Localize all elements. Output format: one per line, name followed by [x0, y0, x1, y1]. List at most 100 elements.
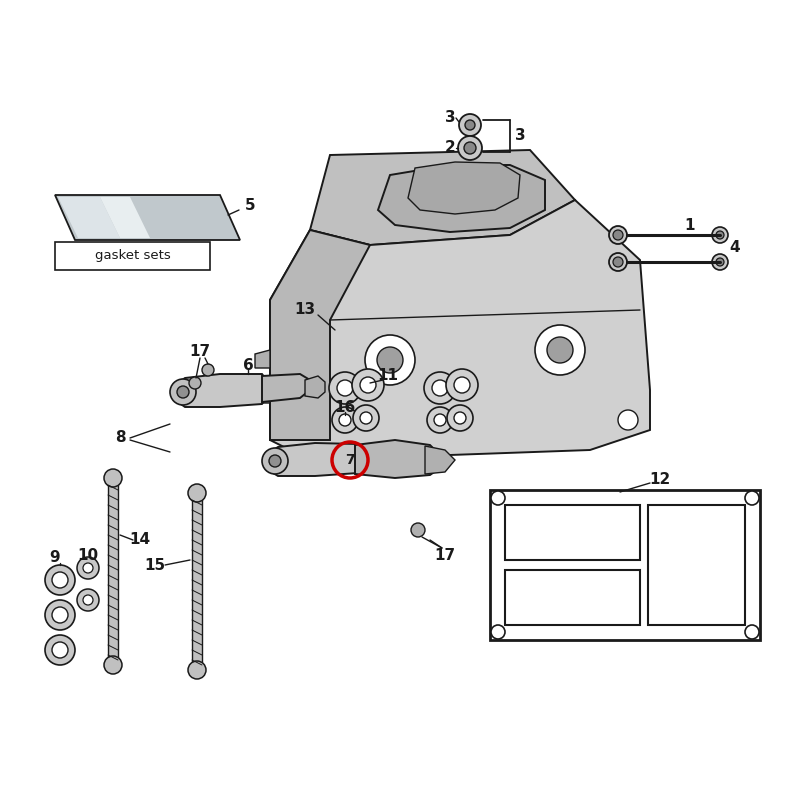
Polygon shape [100, 197, 150, 238]
Circle shape [104, 469, 122, 487]
Circle shape [411, 523, 425, 537]
Circle shape [45, 565, 75, 595]
Polygon shape [270, 230, 370, 440]
Text: 5: 5 [245, 198, 255, 213]
Circle shape [339, 414, 351, 426]
Circle shape [609, 226, 627, 244]
Text: 14: 14 [130, 533, 150, 547]
Circle shape [613, 257, 623, 267]
Circle shape [618, 410, 638, 430]
Polygon shape [108, 480, 118, 665]
Circle shape [535, 325, 585, 375]
Circle shape [716, 231, 724, 239]
Text: 6: 6 [242, 358, 254, 373]
Circle shape [547, 337, 573, 363]
Circle shape [45, 635, 75, 665]
Circle shape [177, 386, 189, 398]
Circle shape [52, 607, 68, 623]
Circle shape [352, 369, 384, 401]
Text: 8: 8 [114, 430, 126, 446]
Text: 2: 2 [445, 141, 455, 155]
Circle shape [377, 347, 403, 373]
Circle shape [329, 372, 361, 404]
Circle shape [52, 642, 68, 658]
Circle shape [83, 563, 93, 573]
Circle shape [454, 412, 466, 424]
Circle shape [77, 557, 99, 579]
Circle shape [337, 380, 353, 396]
Circle shape [447, 405, 473, 431]
Text: 17: 17 [190, 345, 210, 359]
Polygon shape [270, 200, 650, 460]
Polygon shape [265, 443, 368, 476]
Circle shape [332, 407, 358, 433]
Circle shape [454, 377, 470, 393]
Circle shape [427, 407, 453, 433]
Circle shape [609, 253, 627, 271]
Circle shape [188, 661, 206, 679]
Circle shape [432, 380, 448, 396]
Polygon shape [355, 440, 440, 478]
Circle shape [458, 136, 482, 160]
Circle shape [269, 455, 281, 467]
Circle shape [353, 405, 379, 431]
Circle shape [712, 227, 728, 243]
Polygon shape [262, 374, 310, 402]
Circle shape [45, 600, 75, 630]
Circle shape [202, 364, 214, 376]
Polygon shape [192, 495, 202, 670]
Circle shape [745, 625, 759, 639]
Circle shape [365, 335, 415, 385]
Circle shape [491, 625, 505, 639]
Polygon shape [505, 570, 640, 625]
Circle shape [170, 379, 196, 405]
Text: 10: 10 [78, 549, 98, 563]
Circle shape [83, 595, 93, 605]
Text: 13: 13 [294, 302, 315, 318]
Circle shape [360, 412, 372, 424]
Circle shape [189, 377, 201, 389]
Text: 11: 11 [378, 369, 398, 383]
Polygon shape [255, 385, 270, 403]
Circle shape [465, 120, 475, 130]
Circle shape [360, 377, 376, 393]
Circle shape [446, 369, 478, 401]
Polygon shape [378, 165, 545, 232]
Text: 3: 3 [514, 127, 526, 142]
Polygon shape [490, 490, 760, 640]
Text: 3: 3 [445, 110, 455, 126]
Circle shape [424, 372, 456, 404]
Polygon shape [310, 150, 575, 245]
Text: 12: 12 [650, 473, 670, 487]
Text: 4: 4 [730, 241, 740, 255]
Text: 15: 15 [145, 558, 166, 573]
Polygon shape [255, 350, 270, 368]
Circle shape [712, 254, 728, 270]
Circle shape [716, 258, 724, 266]
Polygon shape [505, 505, 640, 560]
Text: 7: 7 [345, 453, 355, 467]
Circle shape [464, 142, 476, 154]
Circle shape [188, 484, 206, 502]
Polygon shape [425, 446, 455, 474]
Polygon shape [305, 376, 325, 398]
Circle shape [77, 589, 99, 611]
Polygon shape [58, 197, 120, 238]
Text: 9: 9 [50, 550, 60, 566]
Circle shape [613, 230, 623, 240]
Circle shape [104, 656, 122, 674]
Circle shape [491, 491, 505, 505]
Circle shape [262, 448, 288, 474]
Polygon shape [408, 162, 520, 214]
Text: 1: 1 [685, 218, 695, 233]
Circle shape [52, 572, 68, 588]
Polygon shape [175, 374, 268, 407]
Circle shape [459, 114, 481, 136]
Polygon shape [648, 505, 745, 625]
Text: 17: 17 [434, 547, 455, 562]
Text: gasket sets: gasket sets [95, 250, 171, 262]
Polygon shape [55, 195, 240, 240]
FancyBboxPatch shape [55, 242, 210, 270]
Text: 16: 16 [334, 401, 356, 415]
Circle shape [434, 414, 446, 426]
